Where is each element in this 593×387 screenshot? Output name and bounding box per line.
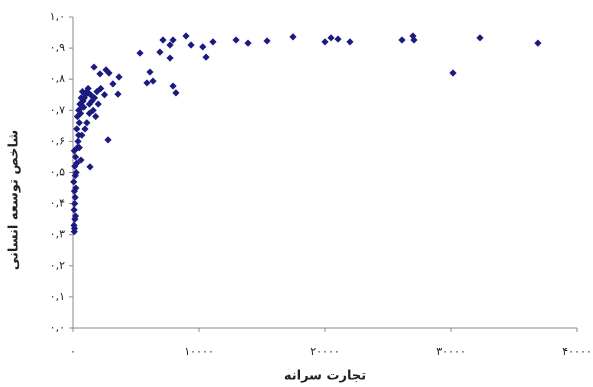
point xyxy=(334,35,342,43)
y-tick-label: ۰,۶ xyxy=(50,134,65,147)
point xyxy=(80,103,88,111)
y-tick-label: ۰,۲ xyxy=(50,259,65,272)
point xyxy=(232,36,240,44)
point xyxy=(73,159,81,167)
y-tick-label: ۱,۰ xyxy=(50,10,65,23)
point xyxy=(75,106,83,114)
x-tick-label: ۱۰۰۰۰ xyxy=(184,345,214,358)
point xyxy=(202,53,210,61)
point xyxy=(534,39,542,47)
point xyxy=(169,82,177,90)
point xyxy=(75,144,83,152)
point xyxy=(199,43,207,51)
point xyxy=(166,41,174,49)
point xyxy=(398,36,406,44)
point xyxy=(156,48,164,56)
point xyxy=(70,178,78,186)
point xyxy=(149,77,157,85)
point xyxy=(289,33,297,41)
point xyxy=(70,221,78,229)
point xyxy=(100,91,109,99)
point xyxy=(115,73,123,81)
y-tick-label: ۰,۵ xyxy=(50,166,65,179)
point xyxy=(83,88,91,96)
point xyxy=(77,156,85,164)
point xyxy=(85,109,93,118)
y-tick-label: ۰,۷ xyxy=(50,103,65,116)
point xyxy=(86,163,94,171)
point xyxy=(172,89,180,97)
point xyxy=(105,69,113,77)
point xyxy=(136,49,144,57)
point xyxy=(87,91,95,99)
point xyxy=(209,38,217,46)
point xyxy=(166,54,174,62)
point xyxy=(143,79,151,87)
point xyxy=(92,112,100,121)
y-tick-label: ۰,۰ xyxy=(50,321,65,334)
point xyxy=(97,84,105,93)
point xyxy=(72,184,80,192)
point xyxy=(109,80,117,88)
y-tick-label: ۰,۸ xyxy=(50,72,65,85)
point xyxy=(327,34,335,42)
point xyxy=(321,38,329,46)
point xyxy=(78,88,87,96)
x-axis-label: تجارت سرانه xyxy=(284,369,366,384)
point xyxy=(449,69,457,77)
point xyxy=(75,119,83,127)
point xyxy=(79,97,87,105)
point xyxy=(146,68,154,76)
y-tick-label: ۰,۱ xyxy=(50,290,65,303)
y-tick-label: ۰,۳ xyxy=(50,228,65,241)
point xyxy=(71,193,79,201)
y-axis-label: شاخص توسعه انسانی xyxy=(7,130,22,270)
point xyxy=(78,131,86,139)
x-tick-label: ۴۰۰۰۰ xyxy=(562,345,592,358)
point xyxy=(187,41,195,49)
y-tick-label: ۰,۹ xyxy=(50,41,65,54)
point xyxy=(169,36,177,44)
point xyxy=(410,36,418,44)
point xyxy=(83,119,91,127)
point xyxy=(90,94,99,102)
x-tick-label: ۰ xyxy=(70,345,76,358)
point xyxy=(90,63,98,71)
point xyxy=(73,125,81,133)
point xyxy=(74,137,82,145)
point xyxy=(94,100,102,108)
point xyxy=(244,39,252,47)
point xyxy=(182,32,190,40)
point xyxy=(476,34,484,42)
point xyxy=(70,187,78,195)
x-tick-label: ۳۰۰۰۰ xyxy=(436,345,466,358)
point xyxy=(84,84,92,93)
point xyxy=(96,70,104,78)
point xyxy=(263,37,271,45)
y-tick-label: ۰,۴ xyxy=(50,197,65,210)
point xyxy=(71,200,79,208)
point xyxy=(114,90,122,98)
point xyxy=(159,36,167,44)
point xyxy=(71,212,80,220)
x-tick-label: ۲۰۰۰۰ xyxy=(310,345,340,358)
point xyxy=(71,153,80,161)
point xyxy=(85,100,93,108)
point xyxy=(346,38,354,46)
point xyxy=(80,94,88,102)
point xyxy=(70,206,78,214)
point xyxy=(104,136,112,144)
point xyxy=(72,168,80,177)
point xyxy=(81,125,89,133)
